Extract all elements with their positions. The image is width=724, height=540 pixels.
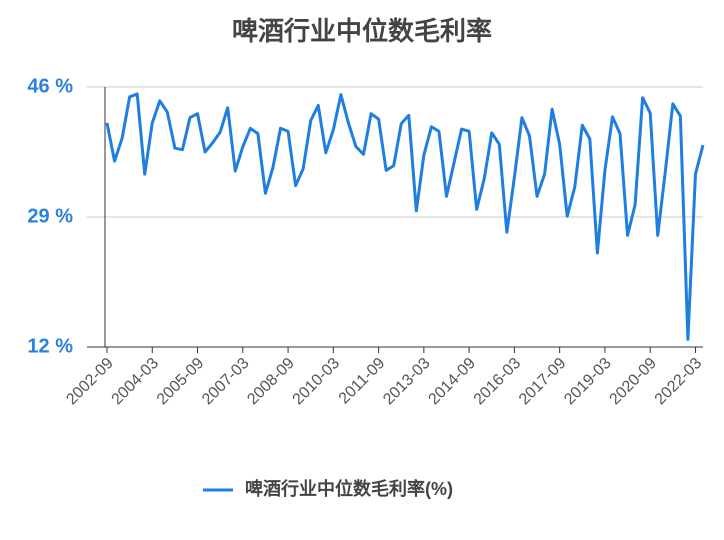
x-tick-label: 2002-09 xyxy=(63,355,117,409)
data-line xyxy=(105,92,705,341)
x-tick-label: 2013-03 xyxy=(380,355,434,409)
x-tick-label: 2019-03 xyxy=(561,355,615,409)
y-tick-label: 46 % xyxy=(27,75,73,97)
y-tick-label: 29 % xyxy=(27,205,73,227)
chart-title: 啤酒行业中位数毛利率 xyxy=(232,16,492,46)
x-tick-label: 2016-03 xyxy=(471,355,525,409)
x-tick-label: 2020-09 xyxy=(606,355,660,409)
x-tick-label: 2010-03 xyxy=(290,355,344,409)
x-tick-label: 2022-03 xyxy=(652,355,706,409)
x-tick-label: 2011-09 xyxy=(336,355,389,408)
x-tick-label: 2014-09 xyxy=(425,355,479,409)
x-tick-label: 2005-09 xyxy=(154,355,208,409)
x-tick-label: 2007-03 xyxy=(199,355,253,409)
x-tick-label: 2017-09 xyxy=(516,355,570,409)
x-tick-label: 2004-03 xyxy=(109,355,163,409)
y-tick-label: 12 % xyxy=(27,335,73,357)
x-tick-label: 2008-09 xyxy=(244,355,298,409)
legend-label: 啤酒行业中位数毛利率(%) xyxy=(245,478,453,499)
